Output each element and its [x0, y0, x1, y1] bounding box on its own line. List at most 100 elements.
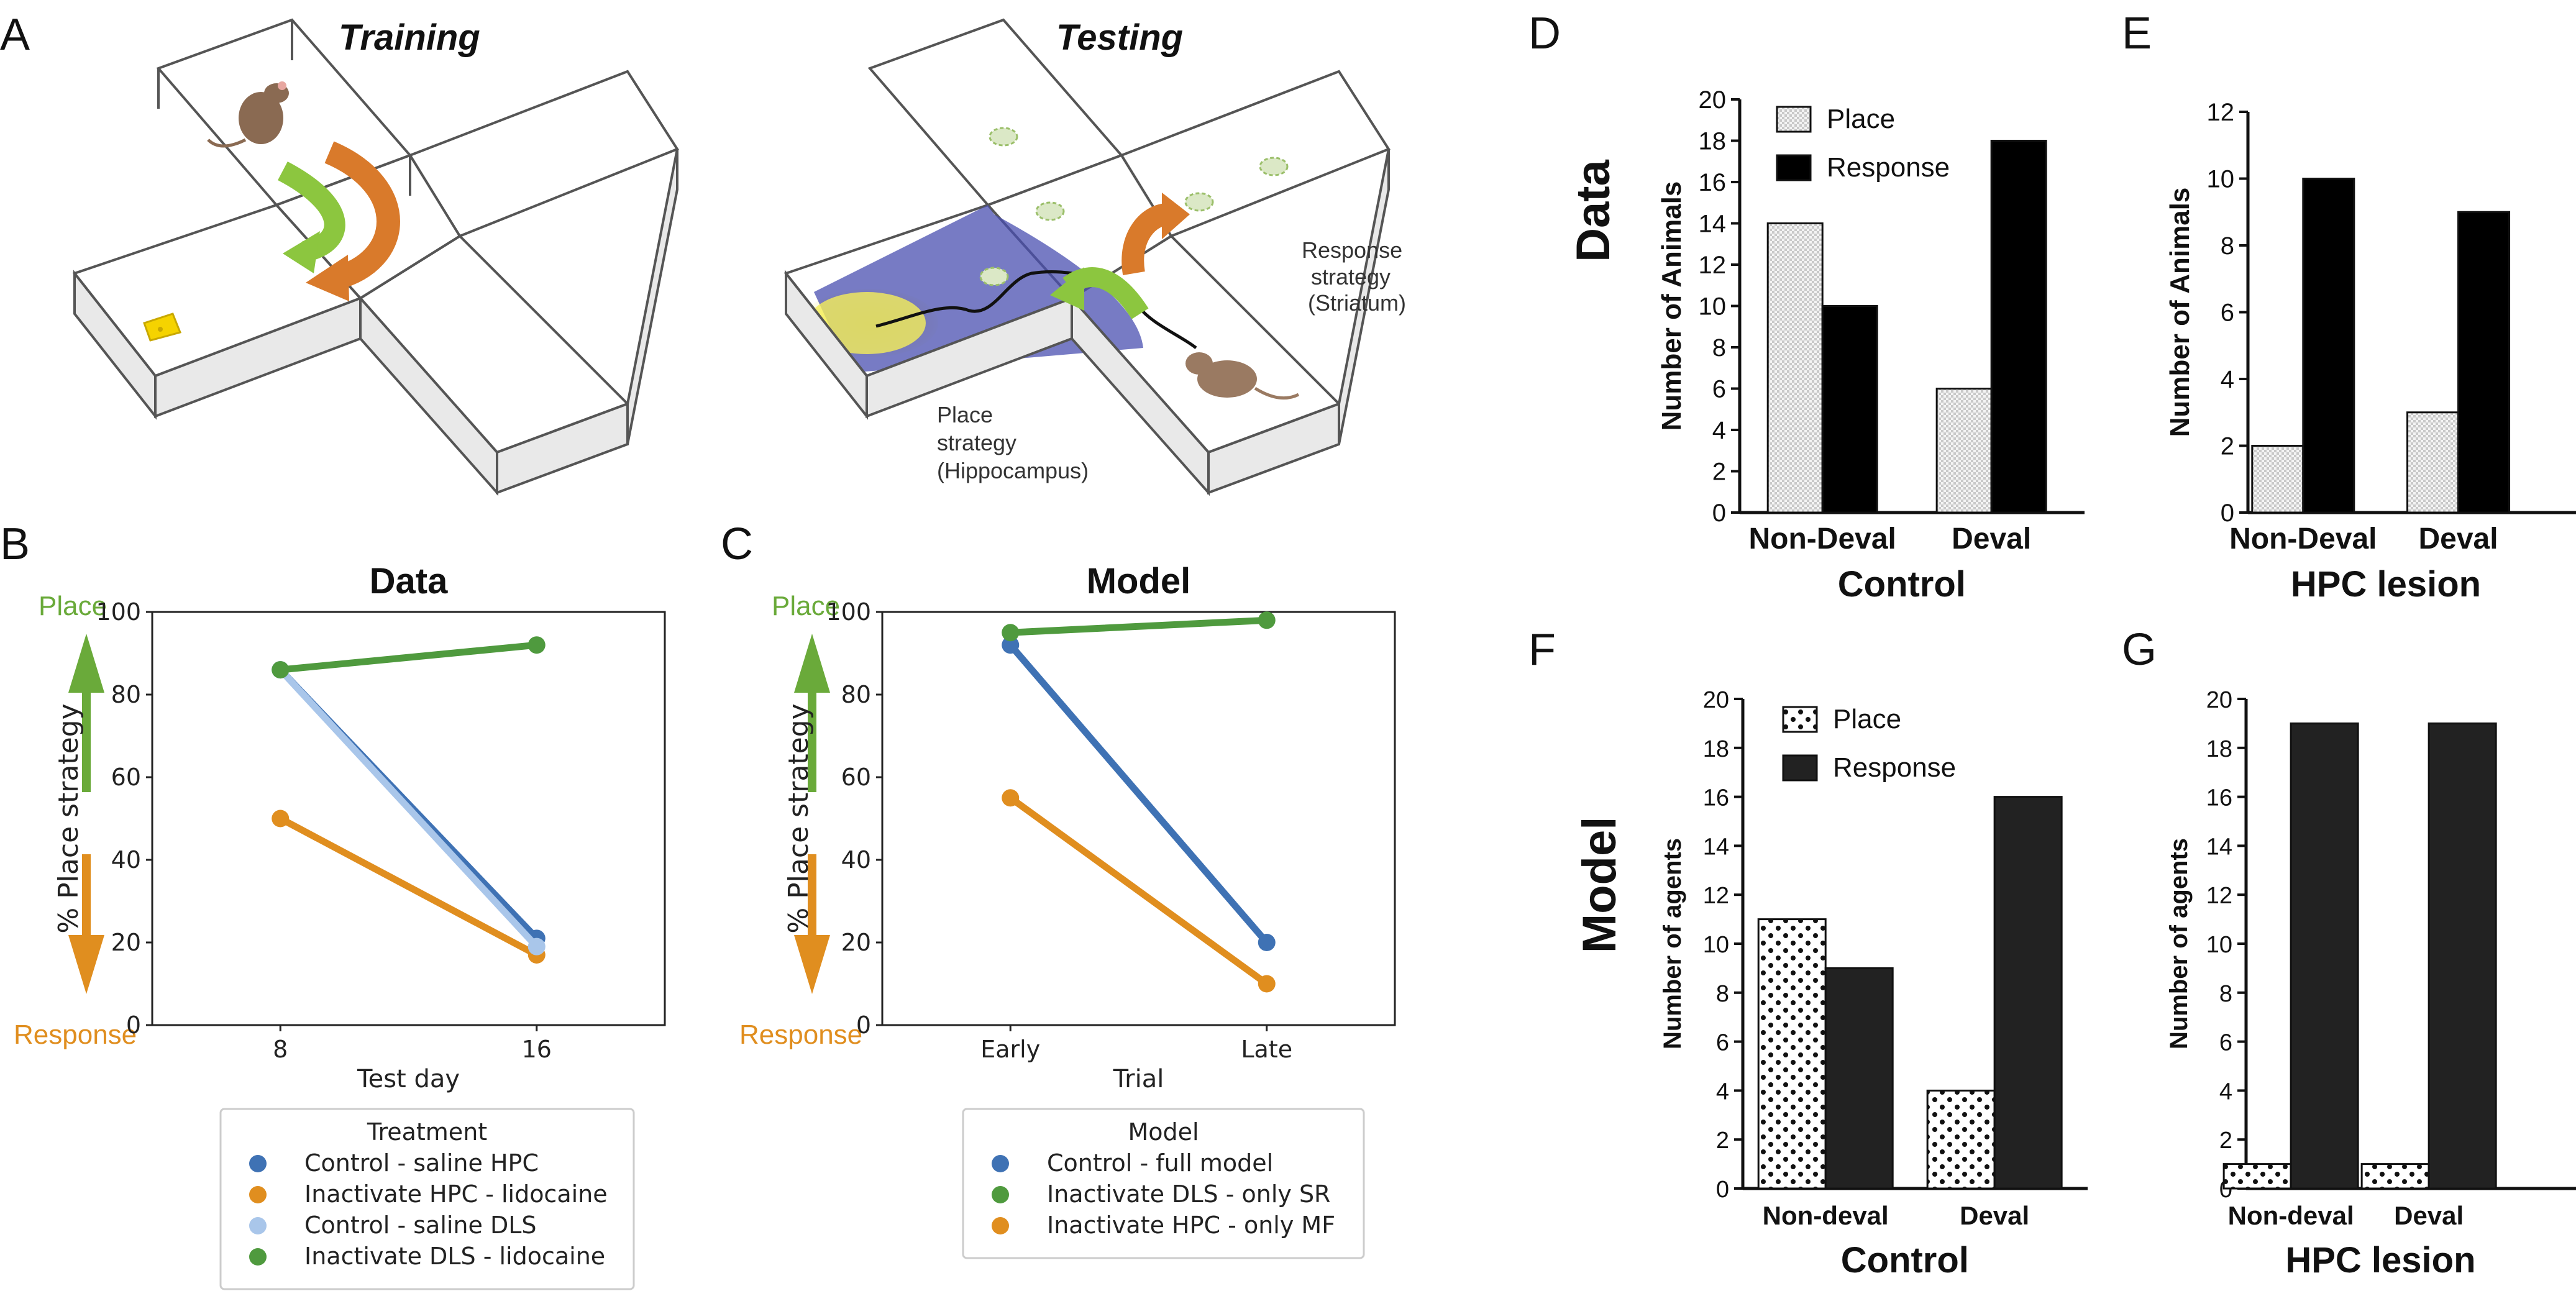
- row-label: Model: [1573, 817, 1626, 954]
- y-tick-label: 2: [1716, 1128, 1729, 1154]
- legend-entry: Inactivate HPC - only MF: [1047, 1211, 1335, 1239]
- legend-entry: Place: [1827, 104, 1895, 134]
- y-tick-label: 8: [1712, 334, 1726, 362]
- y-tick-label: 10: [1699, 293, 1727, 321]
- y-axis-label: % Place strategy: [53, 703, 84, 933]
- legend-marker: [249, 1217, 267, 1234]
- legend-frame: [219, 1108, 635, 1290]
- y-tick-label: 18: [2206, 736, 2232, 762]
- y-axis-label: Number of agents: [1659, 838, 1686, 1049]
- y-tick-label: 10: [1703, 932, 1729, 958]
- y-tick-label: 20: [111, 929, 141, 956]
- y-tick-label: 10: [2207, 166, 2235, 193]
- plot-frame: [151, 611, 666, 1026]
- bar: [2360, 1163, 2430, 1190]
- y-tick-label: 2: [1712, 458, 1726, 486]
- legend: Place Response: [1776, 104, 1950, 183]
- response-strategy-line3: (Striatum): [1308, 290, 1406, 316]
- series-line: [1007, 616, 1271, 636]
- y-tick-label: 100: [826, 598, 871, 626]
- x-tick-label: Early: [980, 1036, 1040, 1063]
- chart-b-data: Data 0 20 40 60 80 100 8 16 Test day % Place strat…: [53, 561, 666, 1290]
- y-tick-label: 100: [96, 598, 141, 626]
- series-line: [276, 666, 541, 951]
- bar: [2302, 178, 2355, 514]
- legend-entry: Response: [1827, 152, 1950, 183]
- chart-f-model-control: 0 2 4 6 8 10 12 14 16 18 20 Non-deval Deval Control Nu…: [1573, 687, 2088, 1280]
- series-line: [276, 815, 541, 959]
- arrow-response-label: Response: [14, 1020, 137, 1050]
- y-tick-label: 0: [1712, 500, 1726, 527]
- data-point: [1258, 934, 1276, 951]
- legend-entry: Control - saline DLS: [304, 1211, 537, 1239]
- chart-d-data-control: 0 2 4 6 8 10 12 14 16 18 20 Non-Deval Deval Control Nu…: [1567, 86, 2085, 604]
- y-tick-label: 60: [111, 764, 141, 791]
- testing-title: Testing: [1056, 17, 1183, 58]
- y-tick-label: 12: [2206, 883, 2232, 909]
- arrow-place-label: Place: [39, 591, 107, 621]
- x-axis-label: Trial: [1113, 1065, 1164, 1093]
- data-point: [1258, 975, 1276, 993]
- orange-turn-arrow-icon: [324, 141, 400, 290]
- x-tick-label: Non-deval: [1763, 1201, 1889, 1230]
- arrow-place-label-c: Place: [772, 591, 840, 621]
- y-tick-label: 4: [2219, 1079, 2232, 1105]
- bar: [1935, 388, 1993, 514]
- legend-entry: Inactivate DLS - only SR: [1047, 1180, 1330, 1208]
- data-point: [1002, 789, 1020, 807]
- y-tick-label: 20: [1703, 687, 1729, 713]
- data-point: [272, 810, 290, 828]
- rat-icon: [207, 81, 289, 148]
- data-point: [1258, 611, 1276, 629]
- y-tick-label: 16: [1699, 169, 1727, 196]
- legend-marker: [249, 1186, 267, 1203]
- x-tick-label: Deval: [1960, 1201, 2029, 1230]
- bar: [2290, 722, 2359, 1190]
- legend-marker: [249, 1248, 267, 1266]
- bar: [2428, 722, 2497, 1190]
- y-tick-label: 0: [2221, 500, 2234, 527]
- series-line: [1007, 794, 1271, 987]
- place-strategy-line2: strategy: [937, 430, 1016, 455]
- x-tick-label: 16: [522, 1036, 552, 1063]
- testing-rat-icon: [1185, 352, 1300, 400]
- y-tick-label: 12: [1699, 252, 1727, 279]
- y-tick-label: 4: [2221, 366, 2234, 393]
- data-point: [528, 937, 546, 956]
- legend: Treatment Control - saline HPC Inactivate …: [219, 1108, 635, 1290]
- y-tick-label: 6: [1712, 376, 1726, 403]
- y-tick-label: 16: [2206, 785, 2232, 811]
- cheese-icon: [143, 312, 182, 342]
- y-tick-label: 14: [2206, 834, 2232, 860]
- y-tick-label: 6: [2219, 1030, 2232, 1056]
- panel-letter-d: D: [1528, 9, 1561, 58]
- row-label: Data: [1567, 159, 1620, 262]
- legend-swatch: [1782, 754, 1818, 782]
- legend-marker: [992, 1186, 1009, 1203]
- legend-frame: [962, 1108, 1365, 1259]
- data-point: [1002, 624, 1020, 642]
- y-tick-label: 0: [126, 1011, 141, 1039]
- up-arrow-icon-c: [794, 634, 830, 693]
- y-tick-label: 4: [1716, 1079, 1729, 1105]
- panel-letter-a: A: [0, 10, 30, 60]
- legend-title: Model: [1128, 1118, 1199, 1146]
- data-point: [528, 636, 546, 654]
- y-tick-label: 80: [841, 681, 871, 708]
- place-strategy-line1: Place: [937, 402, 993, 427]
- chart-title: Model: [1087, 561, 1191, 601]
- legend-swatch: [1776, 106, 1812, 133]
- y-tick-label: 18: [1703, 736, 1729, 762]
- y-tick-label: 60: [841, 764, 871, 791]
- y-axis-label: % Place strategy: [783, 703, 815, 933]
- legend-title: Treatment: [367, 1118, 487, 1146]
- training-title: Training: [339, 17, 480, 58]
- bar: [2406, 411, 2460, 514]
- panel-letter-f: F: [1528, 625, 1556, 675]
- data-point: [272, 661, 290, 679]
- y-tick-label: 20: [1699, 86, 1727, 114]
- bar: [1926, 1089, 1996, 1190]
- x-axis-label: HPC lesion: [2291, 564, 2481, 604]
- y-tick-label: 6: [1716, 1030, 1729, 1056]
- bar: [1766, 222, 1824, 514]
